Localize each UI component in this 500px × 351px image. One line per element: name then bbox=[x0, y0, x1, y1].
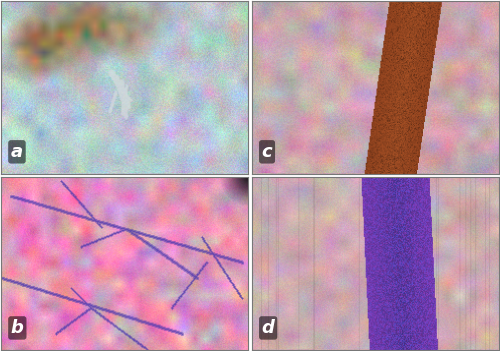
Text: c: c bbox=[262, 143, 272, 161]
Text: b: b bbox=[11, 319, 24, 337]
Text: d: d bbox=[262, 319, 274, 337]
Text: a: a bbox=[11, 143, 23, 161]
